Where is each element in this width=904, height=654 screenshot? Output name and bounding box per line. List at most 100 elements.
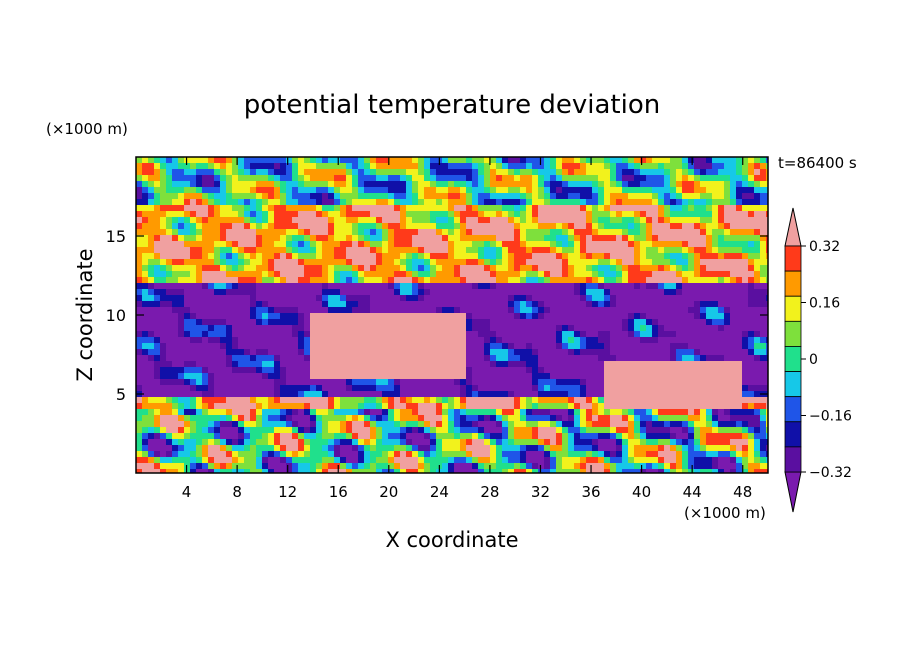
field-cell bbox=[664, 223, 671, 230]
field-cell bbox=[466, 157, 473, 164]
field-cell bbox=[394, 163, 401, 170]
field-cell bbox=[292, 187, 299, 194]
field-cell bbox=[196, 421, 203, 428]
field-cell bbox=[616, 313, 623, 320]
field-cell bbox=[166, 253, 173, 260]
field-cell bbox=[286, 397, 293, 404]
field-cell bbox=[682, 157, 689, 164]
field-cell bbox=[304, 343, 311, 350]
field-cell bbox=[670, 379, 677, 386]
field-cell bbox=[244, 307, 251, 314]
field-cell bbox=[160, 421, 167, 428]
field-cell bbox=[442, 307, 449, 314]
field-cell bbox=[142, 187, 149, 194]
field-cell bbox=[550, 277, 557, 284]
field-cell bbox=[688, 235, 695, 242]
field-cell bbox=[532, 253, 539, 260]
field-cell bbox=[580, 421, 587, 428]
field-cell bbox=[238, 229, 245, 236]
field-cell bbox=[268, 163, 275, 170]
field-cell bbox=[424, 205, 431, 212]
field-cell bbox=[622, 403, 629, 410]
field-cell bbox=[514, 223, 521, 230]
field-cell bbox=[148, 379, 155, 386]
field-cell bbox=[646, 205, 653, 212]
field-cell bbox=[178, 235, 185, 242]
field-cell bbox=[322, 169, 329, 176]
field-cell bbox=[490, 355, 497, 362]
field-cell bbox=[742, 421, 749, 428]
field-cell bbox=[604, 253, 611, 260]
field-cell bbox=[292, 373, 299, 380]
field-cell bbox=[232, 325, 239, 332]
field-cell bbox=[376, 367, 383, 374]
field-cell bbox=[322, 433, 329, 440]
field-cell bbox=[418, 295, 425, 302]
field-cell bbox=[412, 211, 419, 218]
field-cell bbox=[190, 373, 197, 380]
field-cell bbox=[754, 433, 761, 440]
field-cell bbox=[400, 223, 407, 230]
field-cell bbox=[736, 199, 743, 206]
field-cell bbox=[718, 259, 725, 266]
field-cell bbox=[154, 283, 161, 290]
field-cell bbox=[394, 397, 401, 404]
field-cell bbox=[760, 301, 767, 308]
field-cell bbox=[544, 289, 551, 296]
field-cell bbox=[202, 253, 209, 260]
field-cell bbox=[190, 295, 197, 302]
field-cell bbox=[526, 169, 533, 176]
field-cell bbox=[268, 175, 275, 182]
field-cell bbox=[622, 427, 629, 434]
field-cell bbox=[640, 391, 647, 398]
field-cell bbox=[508, 433, 515, 440]
field-cell bbox=[766, 199, 768, 206]
field-cell bbox=[220, 307, 227, 314]
field-cell bbox=[178, 181, 185, 188]
field-cell bbox=[202, 157, 209, 164]
field-cell bbox=[448, 343, 455, 350]
field-cell bbox=[394, 433, 401, 440]
field-cell bbox=[736, 259, 743, 266]
field-cell bbox=[478, 193, 485, 200]
field-cell bbox=[220, 295, 227, 302]
field-cell bbox=[478, 313, 485, 320]
field-cell bbox=[394, 337, 401, 344]
field-cell bbox=[766, 313, 768, 320]
field-cell bbox=[406, 163, 413, 170]
field-cell bbox=[136, 439, 143, 446]
field-cell bbox=[376, 397, 383, 404]
field-cell bbox=[154, 409, 161, 416]
field-cell bbox=[730, 241, 737, 248]
field-cell bbox=[760, 385, 767, 392]
field-cell bbox=[718, 373, 725, 380]
field-cell bbox=[208, 199, 215, 206]
field-cell bbox=[574, 319, 581, 326]
field-cell bbox=[646, 307, 653, 314]
field-cell bbox=[496, 343, 503, 350]
field-cell bbox=[358, 355, 365, 362]
field-cell bbox=[340, 175, 347, 182]
field-cell bbox=[718, 313, 725, 320]
field-cell bbox=[544, 169, 551, 176]
field-cell bbox=[454, 187, 461, 194]
field-cell bbox=[682, 415, 689, 422]
field-cell bbox=[556, 253, 563, 260]
field-cell bbox=[142, 181, 149, 188]
field-cell bbox=[268, 301, 275, 308]
field-cell bbox=[442, 325, 449, 332]
field-cell bbox=[202, 385, 209, 392]
field-cell bbox=[322, 157, 329, 164]
field-cell bbox=[340, 289, 347, 296]
field-cell bbox=[730, 325, 737, 332]
field-cell bbox=[400, 217, 407, 224]
field-cell bbox=[214, 175, 221, 182]
field-cell bbox=[754, 307, 761, 314]
field-cell bbox=[316, 169, 323, 176]
field-cell bbox=[208, 217, 215, 224]
field-cell bbox=[736, 223, 743, 230]
field-cell bbox=[598, 277, 605, 284]
field-cell bbox=[184, 295, 191, 302]
field-cell bbox=[586, 391, 593, 398]
field-cell bbox=[358, 169, 365, 176]
